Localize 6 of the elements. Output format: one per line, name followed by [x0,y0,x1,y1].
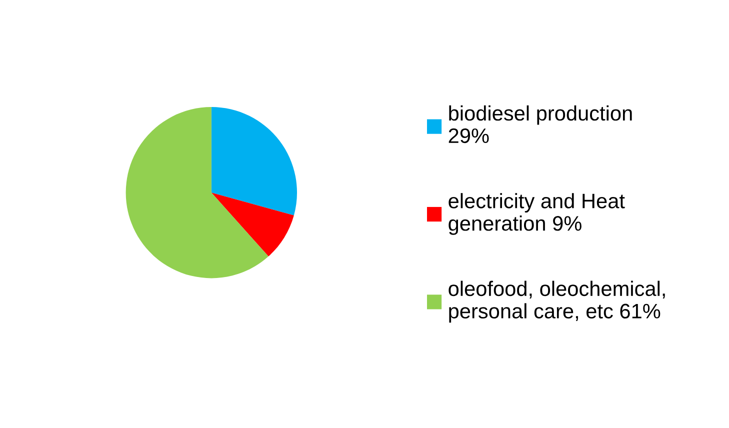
pie-slice [126,107,268,278]
legend-label: electricity and Heat generation 9% [448,193,625,235]
pie-slice [211,192,294,256]
pie-slice [211,107,298,216]
legend-label: biodiesel production 29% [448,105,632,144]
legend-label: oleofood, oleochemical, personal care, etc 61% [448,280,665,323]
